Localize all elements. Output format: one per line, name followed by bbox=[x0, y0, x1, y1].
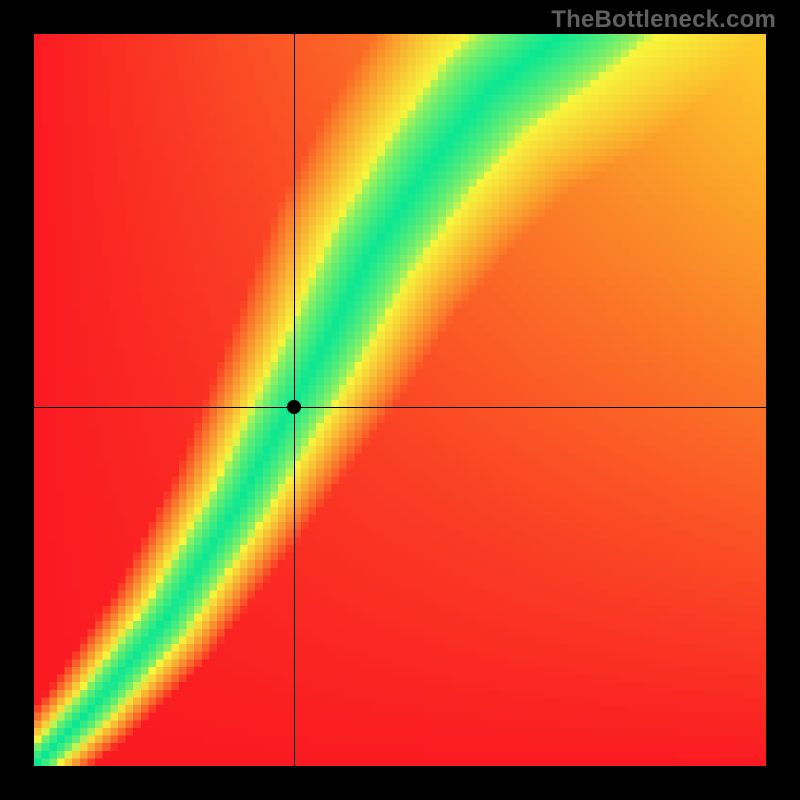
watermark-text: TheBottleneck.com bbox=[551, 6, 776, 34]
figure-container: TheBottleneck.com bbox=[0, 0, 800, 800]
heatmap-plot bbox=[34, 34, 766, 766]
crosshair-horizontal bbox=[34, 407, 766, 408]
heatmap-canvas bbox=[34, 34, 766, 766]
data-point-marker bbox=[287, 400, 301, 414]
